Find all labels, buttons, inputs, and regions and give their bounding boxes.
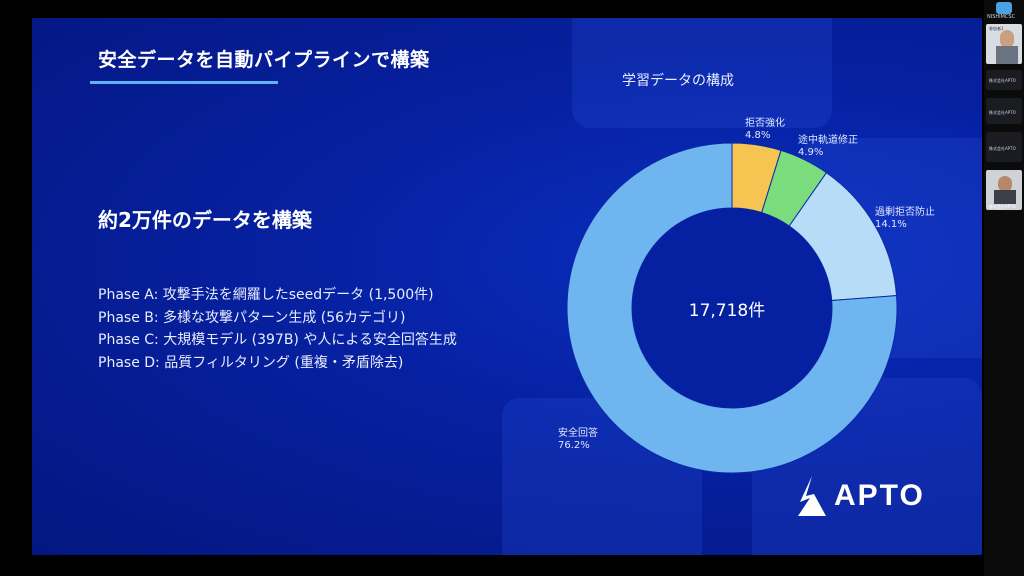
participant-tile[interactable]: 株式会社APTO: [986, 132, 1022, 162]
background-cube: [572, 18, 832, 128]
participant-tile[interactable]: 株式会社APTO: [986, 98, 1022, 124]
participant-tile[interactable]: 株式会社APTO: [986, 70, 1022, 90]
slide-title: 安全データを自動パイプラインで構築: [98, 49, 430, 71]
meeting-header-label: NISHIMCSC: [987, 14, 1016, 20]
participant-face: [998, 176, 1012, 192]
presentation-slide: 安全データを自動パイプラインで構築 約2万件のデータを構築 Phase A: 攻…: [32, 18, 982, 555]
apto-logo-icon: [798, 476, 826, 516]
phase-item: Phase B: 多様な攻撃パターン生成 (56カテゴリ): [98, 309, 406, 326]
participant-body: [994, 190, 1016, 204]
donut-chart: [566, 142, 898, 474]
phase-list: Phase A: 攻撃手法を網羅したseedデータ (1,500件) Phase…: [98, 284, 457, 374]
phase-item: Phase A: 攻撃手法を網羅したseedデータ (1,500件): [98, 287, 434, 303]
slice-label-refusal: 拒否強化 4.8%: [745, 118, 785, 141]
apto-logo: APTO: [792, 474, 925, 518]
title-underline: [90, 81, 278, 84]
donut-hole: [632, 208, 832, 408]
slide-headline: 約2万件のデータを構築: [98, 208, 312, 232]
phase-item: Phase D: 品質フィルタリング (重複・矛盾除去): [98, 354, 404, 371]
meeting-app-icon: [996, 2, 1012, 14]
phase-item: Phase C: 大規模モデル (397B) や人による安全回答生成: [98, 332, 457, 348]
slice-label-safe-answer: 安全回答 76.2%: [558, 428, 598, 451]
meeting-participant-sidebar: NISHIMCSC 参加者1 株式会社APTO 株式会社APTO 株式会社APT…: [984, 0, 1024, 576]
slice-label-over-refusal: 過剰拒否防止 14.1%: [875, 207, 935, 230]
chart-title: 学習データの構成: [622, 73, 734, 89]
apto-logo-text: APTO: [834, 479, 925, 512]
chart-center-total: 17,718件: [688, 301, 766, 321]
participant-face: [1000, 30, 1014, 48]
participant-video-tile[interactable]: 参加者1: [986, 24, 1022, 64]
slice-label-correction: 途中軌道修正 4.9%: [798, 135, 858, 158]
participant-video-tile[interactable]: 株式会社APTO: [986, 170, 1022, 210]
participant-body: [996, 46, 1018, 64]
